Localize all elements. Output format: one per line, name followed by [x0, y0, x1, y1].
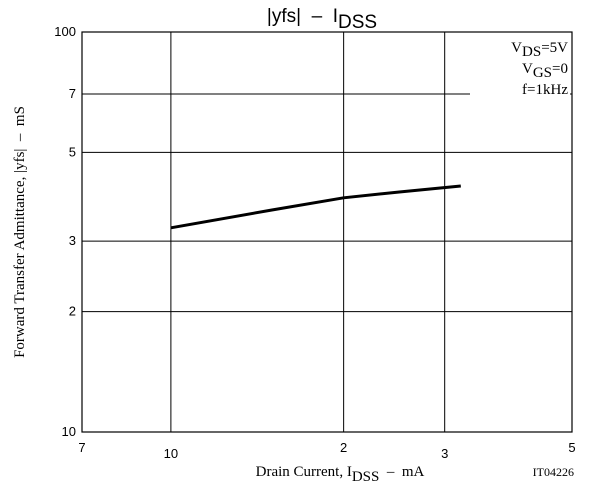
annotation-rest: =5V: [541, 40, 568, 56]
y-tick-label: 10: [62, 424, 76, 439]
chart-title: |yfs| – IDSS: [267, 6, 377, 33]
annotation: f=1kHz: [522, 82, 568, 98]
annotation-main: f=1kHz: [522, 82, 568, 98]
annotation-sub: GS: [533, 65, 552, 81]
figure-code: IT04226: [533, 465, 574, 479]
annotation-box: [470, 36, 570, 100]
annotation: VGS=0: [522, 61, 568, 81]
y-axis-label: Forward Transfer Admittance, |yfs| – mS: [12, 106, 28, 358]
annotation-main: V: [522, 61, 533, 77]
annotation: VDS=5V: [511, 40, 568, 60]
annotation-rest: =0: [552, 61, 568, 77]
y-tick-label: 3: [69, 233, 76, 248]
y-tick-label: 5: [69, 144, 76, 159]
x-tick-label: 7: [78, 440, 85, 455]
plot-frame: [81, 31, 573, 433]
x-axis-label: Drain Current, IDSS – mA: [256, 464, 425, 485]
annotation-sub: DS: [522, 44, 541, 60]
annotation-main: V: [511, 40, 522, 56]
data-line: [170, 184, 461, 230]
x-tick-label: 3: [441, 446, 448, 461]
y-tick-label: 7: [69, 86, 76, 101]
x-tick-label: 10: [164, 446, 178, 461]
y-tick-label: 2: [69, 304, 76, 319]
x-tick-label: 2: [340, 440, 347, 455]
x-tick-label: 5: [568, 440, 575, 455]
y-tick-label: 100: [54, 24, 76, 39]
